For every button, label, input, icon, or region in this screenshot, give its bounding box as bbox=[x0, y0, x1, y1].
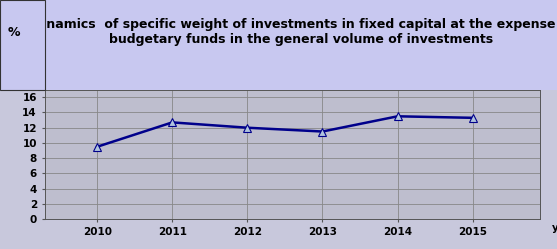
Text: %: % bbox=[8, 26, 20, 39]
Text: years: years bbox=[551, 223, 557, 233]
Text: Dynamics  of specific weight of investments in fixed capital at the expense of
b: Dynamics of specific weight of investmen… bbox=[28, 18, 557, 46]
